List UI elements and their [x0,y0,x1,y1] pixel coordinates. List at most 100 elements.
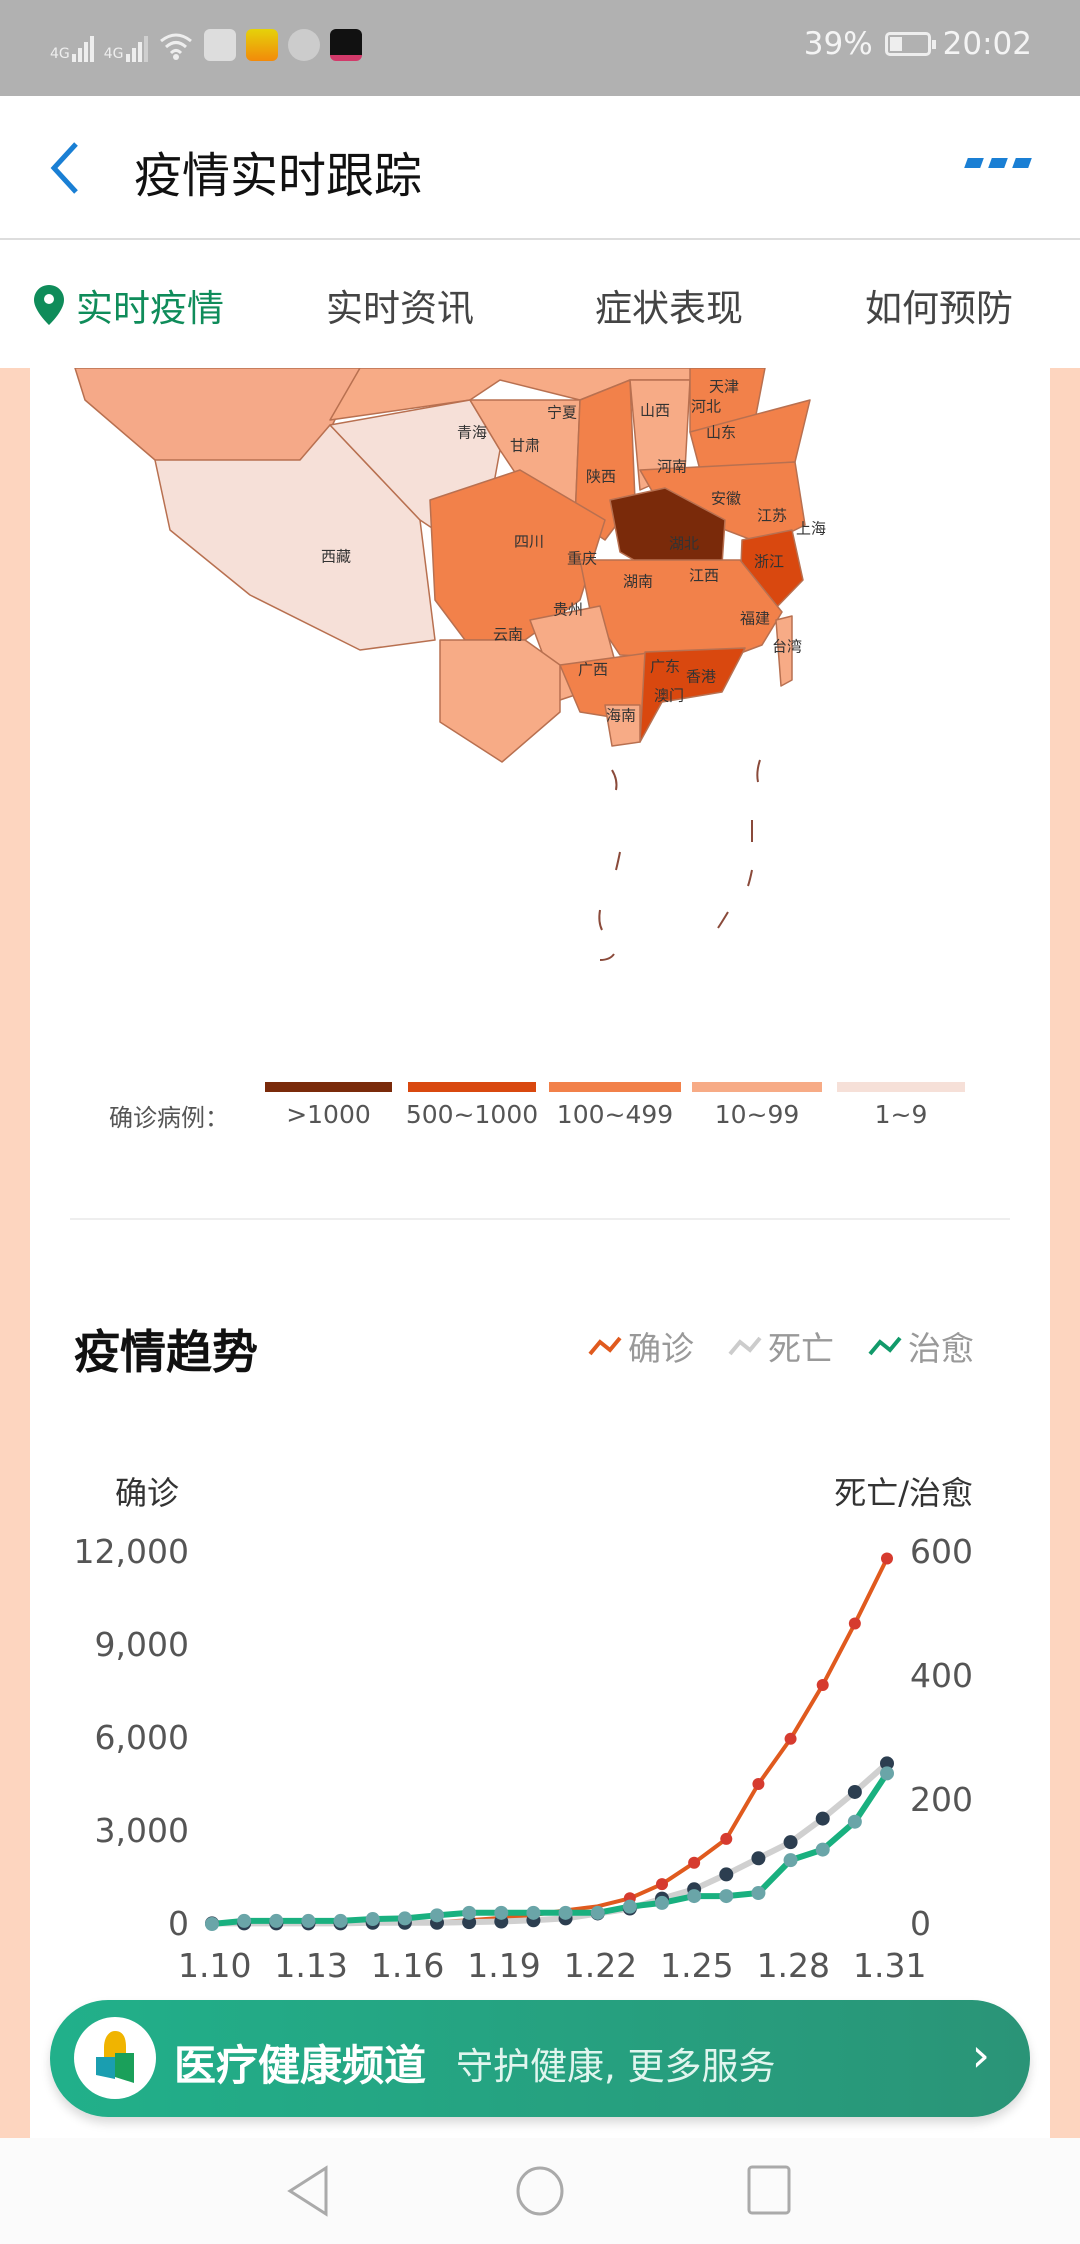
data-point-cured[interactable] [687,1889,702,1904]
data-point-confirmed[interactable] [656,1878,668,1891]
data-point-cured[interactable] [655,1895,669,1910]
data-point-cured[interactable] [783,1853,798,1868]
home-circle-icon[interactable] [514,2164,566,2218]
chevron-left-icon[interactable] [46,140,86,196]
data-point-cured[interactable] [815,1842,830,1857]
tab-realtime-epidemic[interactable]: 实时疫情 [34,278,224,332]
data-point-deaths[interactable] [880,1756,894,1771]
location-pin-icon [34,285,64,325]
series-legend-label: 确诊 [628,1329,694,1368]
more-icon[interactable] [964,158,1032,174]
data-point-cured[interactable] [301,1913,316,1928]
data-point-cured[interactable] [494,1905,509,1920]
province-label: 河北 [690,397,722,416]
network-type: 4G [50,46,70,62]
legend-swatch [408,1082,536,1092]
signal-icon: 4G [104,28,148,62]
data-point-deaths[interactable] [751,1851,766,1866]
data-point-deaths[interactable] [719,1867,734,1882]
data-point-cured[interactable] [719,1889,734,1904]
data-point-cured[interactable] [751,1886,766,1900]
china-map[interactable] [0,368,1080,1068]
province-label: 陕西 [585,467,617,486]
province-label: 甘肃 [509,436,541,455]
province-label: 山西 [639,401,671,420]
section-divider [70,1218,1010,1220]
app-icon [203,29,236,61]
banner-subtitle: 守护健康, 更多服务 [456,2045,776,2088]
province-label: 河南 [656,457,688,476]
left-tick-label: 3,000 [94,1811,189,1850]
battery-icon [884,32,936,56]
data-point-cured[interactable] [237,1913,252,1928]
trend-title: 疫情趋势 [74,1325,258,1379]
data-point-cured[interactable] [622,1899,637,1914]
data-point-cured[interactable] [847,1814,862,1829]
data-point-cured[interactable] [397,1911,412,1926]
series-legend-item[interactable]: 确诊 [588,1322,694,1370]
status-icons: 4G 4G [50,28,362,62]
data-point-confirmed[interactable] [688,1856,701,1869]
recents-square-icon[interactable] [746,2164,792,2218]
legend-label: >1000 [286,1100,371,1129]
province-label: 澳门 [653,686,685,705]
legend-swatch [265,1082,392,1092]
tab-symptoms[interactable]: 症状表现 [595,278,743,332]
data-point-confirmed[interactable] [816,1678,829,1691]
x-tick-label: 1.13 [274,1946,348,1985]
system-nav-bar [0,2138,1080,2244]
health-channel-banner[interactable]: 医疗健康频道 守护健康, 更多服务 › [50,2000,1030,2117]
province-label: 湖北 [668,534,700,553]
province-label: 江西 [688,566,720,585]
data-point-cured[interactable] [430,1908,444,1923]
zigzag-line-icon [868,1336,902,1356]
data-point-cured[interactable] [590,1905,605,1920]
data-point-cured[interactable] [462,1905,477,1920]
series-legend-item[interactable]: 死亡 [728,1322,834,1370]
right-tick-label: 600 [910,1532,973,1571]
x-tick-label: 1.22 [563,1946,638,1985]
legend-label: 1~9 [874,1100,928,1129]
tiktok-icon [329,29,362,61]
region-guangdong [639,647,746,743]
left-tick-label: 0 [168,1904,189,1943]
data-point-confirmed[interactable] [752,1778,765,1791]
data-point-confirmed[interactable] [848,1617,861,1630]
province-label: 贵州 [552,600,584,619]
data-point-confirmed[interactable] [784,1732,797,1745]
data-point-cured[interactable] [558,1905,573,1920]
tab-label: 症状表现 [595,287,743,330]
data-point-confirmed[interactable] [720,1832,733,1845]
data-point-cured[interactable] [526,1905,541,1920]
data-point-deaths[interactable] [783,1835,798,1850]
data-point-deaths[interactable] [847,1784,862,1799]
tab-prevention[interactable]: 如何预防 [865,278,1013,332]
left-axis-title: 确诊 [115,1474,180,1512]
data-point-deaths[interactable] [815,1811,830,1826]
signal-icon: 4G [50,28,94,62]
tab-label: 实时资讯 [326,287,474,330]
data-point-confirmed[interactable] [881,1552,893,1565]
zigzag-line-icon [728,1336,762,1356]
tab-realtime-news[interactable]: 实时资讯 [326,278,474,332]
series-legend-item[interactable]: 治愈 [868,1322,974,1370]
battery-percent: 39% [803,26,873,62]
data-point-cured[interactable] [269,1913,284,1928]
right-tick-label: 400 [910,1656,973,1695]
data-point-cured[interactable] [365,1912,380,1927]
province-label: 四川 [513,532,545,551]
province-label: 安徽 [710,489,742,508]
legend-label: 100~499 [556,1100,674,1129]
region-taiwan [775,615,793,687]
x-tick-label: 1.16 [370,1946,445,1985]
data-point-cured[interactable] [205,1917,219,1931]
banner-title: 医疗健康频道 [174,2041,427,2090]
clock: 20:02 [942,26,1032,62]
back-triangle-icon[interactable] [286,2164,330,2218]
data-point-cured[interactable] [880,1766,894,1781]
series-legend-label: 死亡 [768,1329,834,1368]
x-tick-label: 1.19 [467,1946,541,1985]
data-point-cured[interactable] [333,1913,348,1928]
trend-chart[interactable] [0,1500,1080,1960]
legend-title: 确诊病例： [109,1104,229,1132]
